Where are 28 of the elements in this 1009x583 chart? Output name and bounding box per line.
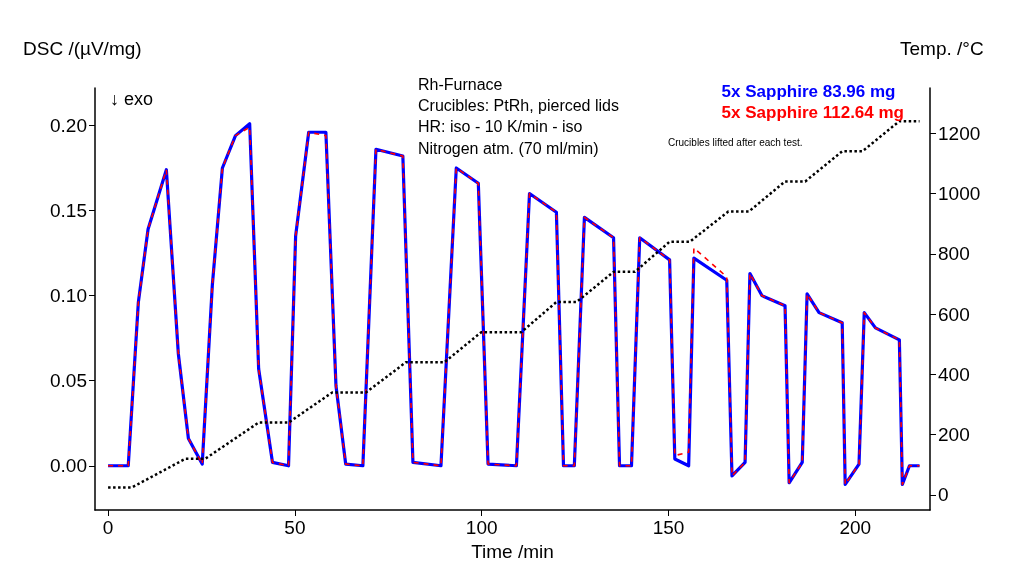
- y2-tick-label: 0: [938, 484, 949, 506]
- annotation: Crucibles: PtRh, pierced lids: [418, 96, 619, 114]
- annotation: ↓ exo: [110, 89, 154, 109]
- y2-tick-label: 600: [938, 303, 970, 325]
- y2-tick-label: 400: [938, 363, 970, 385]
- text: 5x Sapphire 112.64 mg: [721, 103, 905, 122]
- text: 5x Sapphire 83.96 mg: [721, 82, 896, 101]
- x-tick-label: 50: [284, 517, 306, 538]
- annotation: HR: iso - 10 K/min - iso: [418, 117, 583, 135]
- y-tick-label: 0.00: [50, 455, 87, 477]
- x-axis-title: Time /min: [471, 540, 554, 562]
- y2-tick-label: 1200: [938, 122, 981, 144]
- y-axis-title: DSC /(µV/mg): [23, 38, 142, 59]
- y-tick-label: 0.05: [50, 370, 87, 392]
- y2-tick-label: 200: [938, 424, 970, 446]
- x-tick-label: 100: [465, 517, 498, 538]
- x-tick-label: 150: [652, 517, 685, 538]
- y-tick-label: 0.20: [50, 114, 87, 136]
- y2-axis-title: Temp. /°C: [900, 38, 984, 59]
- annotation: Rh-Furnace: [418, 75, 503, 93]
- y-tick-label: 0.15: [50, 200, 87, 222]
- y2-tick-label: 800: [938, 243, 970, 265]
- x-tick-label: 200: [839, 517, 872, 538]
- annotation: Crucibles lifted after each test.: [668, 136, 803, 148]
- x-tick-label: 0: [102, 517, 114, 538]
- y2-tick-label: 1000: [938, 183, 981, 204]
- y-tick-label: 0.10: [50, 285, 87, 307]
- annotation: Nitrogen atm. (70 ml/min): [418, 139, 599, 157]
